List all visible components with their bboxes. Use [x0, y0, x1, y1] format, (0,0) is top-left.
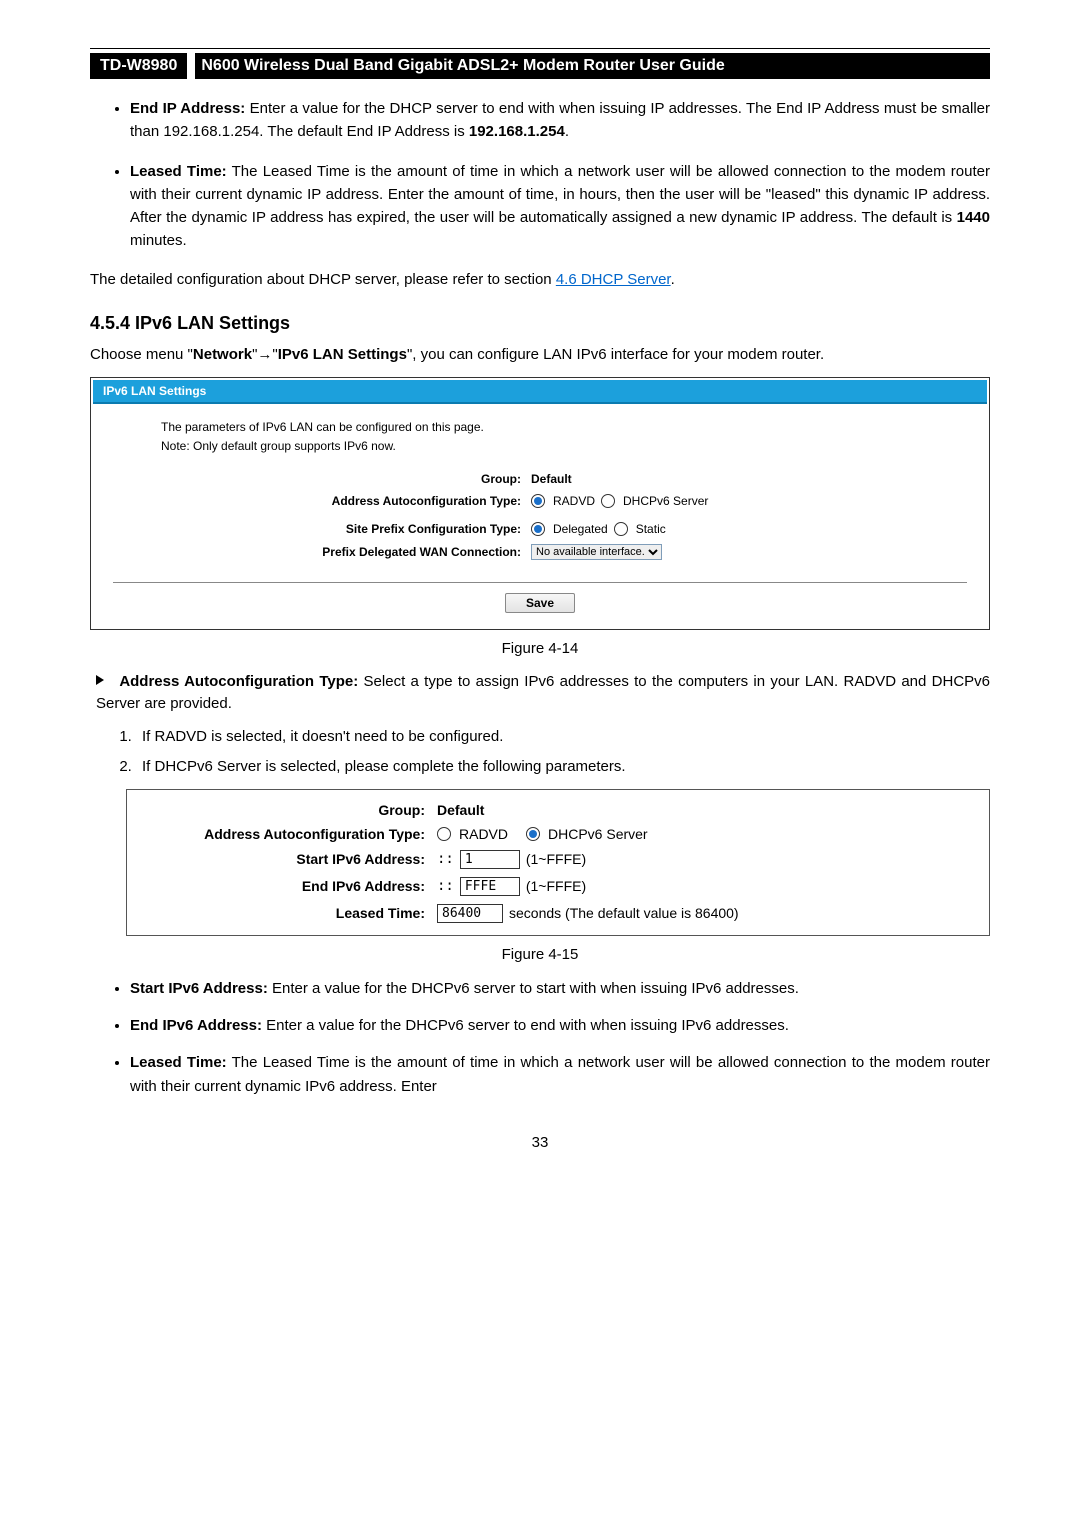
label: End IPv6 Address:	[130, 1017, 262, 1034]
page-number: 33	[90, 1134, 990, 1151]
text: The Leased Time is the amount of time in…	[130, 1054, 990, 1094]
figure-4-14-caption: Figure 4-14	[90, 640, 990, 657]
radio-dhcpv6[interactable]	[526, 827, 540, 841]
bullet-leased-time-2: Leased Time: The Leased Time is the amou…	[130, 1051, 990, 1098]
label: Address Autoconfiguration Type:	[119, 673, 358, 690]
figure-4-15-caption: Figure 4-15	[90, 946, 990, 963]
screenshot-dhcpv6: Group: Default Address Autoconfiguration…	[126, 789, 990, 936]
opt-dhcpv6: DHCPv6 Server	[623, 494, 708, 508]
hint: (1~FFFE)	[526, 878, 586, 894]
hint: seconds (The default value is 86400)	[509, 905, 739, 921]
screenshot-ipv6-lan: IPv6 LAN Settings The parameters of IPv6…	[90, 377, 990, 630]
pre: The detailed configuration about DHCP se…	[90, 271, 556, 288]
detail-line: The detailed configuration about DHCP se…	[90, 269, 990, 292]
tail: .	[565, 123, 569, 140]
radio-radvd[interactable]	[531, 494, 545, 508]
text: Enter a value for the DHCPv6 server to s…	[268, 980, 799, 997]
prefix: ::	[437, 851, 454, 867]
bullet-end-ip: End IP Address: Enter a value for the DH…	[130, 97, 990, 144]
text: The Leased Time is the amount of time in…	[130, 163, 990, 227]
radio-static[interactable]	[614, 522, 628, 536]
choose-menu-line: Choose menu "Network"→"IPv6 LAN Settings…	[90, 344, 990, 367]
pdw-label: Prefix Delegated WAN Connection:	[161, 545, 531, 559]
opt-radvd: RADVD	[553, 494, 595, 508]
ol-item-2: If DHCPv6 Server is selected, please com…	[136, 756, 990, 779]
end-ipv6-input[interactable]	[460, 877, 520, 896]
spc-label: Site Prefix Configuration Type:	[161, 522, 531, 536]
radio-delegated[interactable]	[531, 522, 545, 536]
aac-label: Address Autoconfiguration Type:	[145, 826, 437, 842]
text: Enter a value for the DHCPv6 server to e…	[262, 1017, 789, 1034]
tail-bold: 1440	[957, 209, 990, 226]
bullet-start-ipv6: Start IPv6 Address: Enter a value for th…	[130, 977, 990, 1000]
bottom-bullets: Start IPv6 Address: Enter a value for th…	[130, 977, 990, 1098]
opt-dhcpv6: DHCPv6 Server	[548, 826, 648, 842]
end-label: End IPv6 Address:	[145, 878, 437, 894]
tail: minutes.	[130, 232, 187, 249]
note-line-1: The parameters of IPv6 LAN can be config…	[161, 418, 967, 437]
label: Leased Time:	[130, 163, 227, 180]
leased-time-input[interactable]	[437, 904, 503, 923]
hint: (1~FFFE)	[526, 851, 586, 867]
model-badge: TD-W8980	[90, 53, 187, 79]
bullet-end-ipv6: End IPv6 Address: Enter a value for the …	[130, 1014, 990, 1037]
group-label: Group:	[161, 472, 531, 486]
triangle-bullet-icon	[96, 675, 104, 685]
opt-radvd: RADVD	[459, 826, 508, 842]
group-value: Default	[437, 802, 484, 818]
group-label: Group:	[145, 802, 437, 818]
bullet-leased-time: Leased Time: The Leased Time is the amou…	[130, 160, 990, 253]
note-line-2: Note: Only default group supports IPv6 n…	[161, 437, 967, 456]
post: .	[671, 271, 675, 288]
label: Leased Time:	[130, 1054, 227, 1071]
pdw-select[interactable]: No available interface.	[531, 544, 662, 560]
radio-dhcpv6[interactable]	[601, 494, 615, 508]
top-bullets: End IP Address: Enter a value for the DH…	[130, 97, 990, 253]
panel-title: IPv6 LAN Settings	[93, 380, 987, 404]
opt-delegated: Delegated	[553, 522, 608, 536]
radio-radvd[interactable]	[437, 827, 451, 841]
tail-bold: 192.168.1.254	[469, 123, 565, 140]
lease-label: Leased Time:	[145, 905, 437, 921]
t: ", you can configure LAN IPv6 interface …	[407, 346, 824, 363]
section-heading: 4.5.4 IPv6 LAN Settings	[90, 313, 990, 334]
start-ipv6-input[interactable]	[460, 850, 520, 869]
arrow: "→"	[252, 346, 278, 363]
label: Start IPv6 Address:	[130, 980, 268, 997]
save-button[interactable]: Save	[505, 593, 575, 613]
guide-title: N600 Wireless Dual Band Gigabit ADSL2+ M…	[195, 53, 990, 79]
start-label: Start IPv6 Address:	[145, 851, 437, 867]
doc-header: TD-W8980 N600 Wireless Dual Band Gigabit…	[90, 48, 990, 79]
menu-ipv6: IPv6 LAN Settings	[278, 346, 407, 363]
label: End IP Address:	[130, 100, 245, 117]
opt-static: Static	[636, 522, 666, 536]
t: Choose menu "	[90, 346, 193, 363]
aac-description: Address Autoconfiguration Type: Select a…	[96, 671, 990, 716]
numbered-list: If RADVD is selected, it doesn't need to…	[136, 726, 990, 779]
ol-item-1: If RADVD is selected, it doesn't need to…	[136, 726, 990, 749]
group-value: Default	[531, 472, 572, 486]
menu-network: Network	[193, 346, 252, 363]
prefix: ::	[437, 878, 454, 894]
dhcp-server-link[interactable]: 4.6 DHCP Server	[556, 271, 671, 288]
aac-label: Address Autoconfiguration Type:	[161, 494, 531, 508]
